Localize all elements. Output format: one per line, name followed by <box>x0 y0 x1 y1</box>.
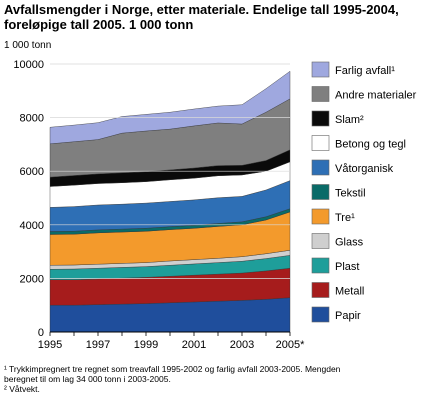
chart-title-line-1: Avfallsmengder i Norge, etter materiale.… <box>4 2 399 17</box>
legend-swatch-0 <box>311 306 330 323</box>
legend-label-10: Farlig avfall¹ <box>335 65 395 77</box>
legend-swatch-1 <box>311 282 330 298</box>
legend-swatch-9 <box>311 86 330 102</box>
legend-swatch-5 <box>311 184 330 200</box>
y-axis-unit-label: 1 000 tonn <box>4 40 52 51</box>
y-tick-label-5: 10000 <box>13 59 44 71</box>
y-tick-label-4: 8000 <box>20 113 44 125</box>
legend-swatch-10 <box>311 61 330 78</box>
y-tick-label-2: 4000 <box>20 220 44 232</box>
legend-label-3: Glass <box>335 237 364 249</box>
legend-swatch-7 <box>311 135 330 151</box>
legend-label-9: Andre materialer <box>335 90 417 102</box>
y-tick-label-0: 0 <box>38 327 44 339</box>
legend-label-4: Tre¹ <box>335 212 355 224</box>
legend-label-1: Metall <box>335 286 364 298</box>
legend-swatch-6 <box>311 159 330 176</box>
chart-title-line-2: foreløpige tall 2005. 1 000 tonn <box>4 17 194 32</box>
x-tick-label-0: 1995 <box>38 339 62 351</box>
legend-swatch-4 <box>311 208 330 225</box>
x-tick-label-5: 2005* <box>276 339 305 351</box>
legend-label-2: Plast <box>335 261 359 273</box>
x-tick-label-2: 1999 <box>134 339 158 351</box>
legend-label-5: Tekstil <box>335 188 366 200</box>
footnotes: ¹ Trykkimpregnert tre regnet som treavfa… <box>4 364 422 394</box>
y-tick-label-3: 6000 <box>20 166 44 178</box>
x-tick-label-4: 2003 <box>230 339 254 351</box>
legend-swatch-2 <box>311 257 330 274</box>
y-tick-label-1: 2000 <box>20 273 44 285</box>
legend-swatch-8 <box>311 110 330 127</box>
legend-label-0: Papir <box>335 310 361 322</box>
x-tick-label-3: 2001 <box>182 339 206 351</box>
area-series-10 <box>49 70 291 145</box>
legend-swatch-3 <box>311 233 330 249</box>
legend-label-7: Betong og tegl <box>335 139 406 151</box>
chart-title: Avfallsmengder i Norge, etter materiale.… <box>4 2 422 32</box>
footnote-1-line-1: ¹ Trykkimpregnert tre regnet som treavfa… <box>4 364 341 374</box>
legend-label-8: Slam² <box>335 114 364 126</box>
legend: Farlig avfall¹ Andre materialer Slam² Beton… <box>311 61 417 323</box>
footnote-1-line-2: beregnet til om lag 34 000 tonn i 2003-2… <box>4 374 171 384</box>
legend-label-6: Våtorganisk <box>335 163 394 175</box>
footnote-2: ² Våtvekt. <box>4 384 40 394</box>
x-tick-label-1: 1997 <box>86 339 110 351</box>
